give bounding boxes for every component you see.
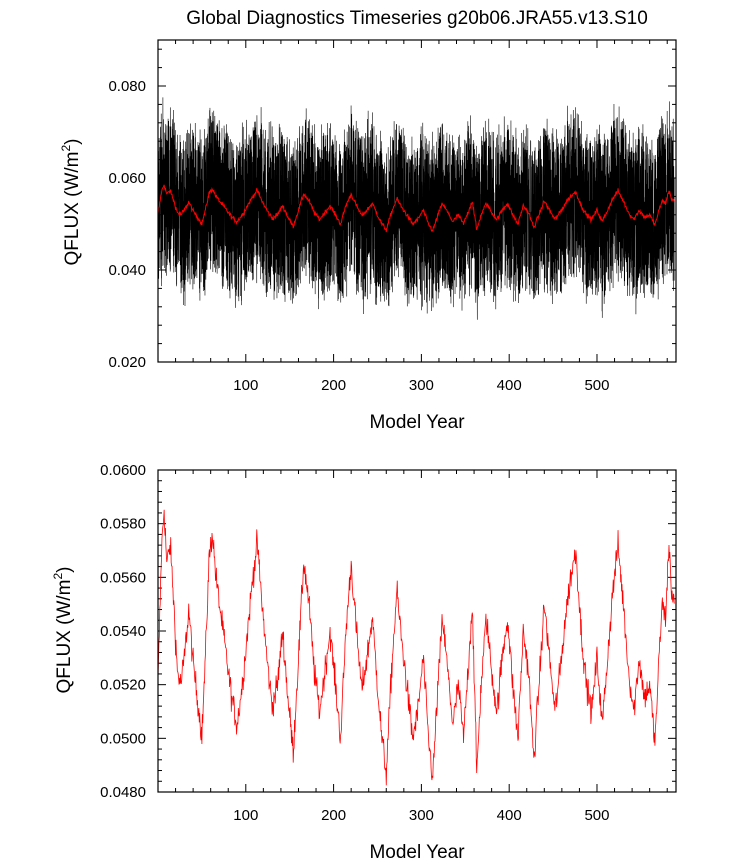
annual-mean-line xyxy=(158,184,675,233)
top-panel-y-axis-label: QFLUX (W/m2) xyxy=(59,138,83,265)
bottom-panel-ticks: 100 200 300 400 500 0.0480 0.0500 0.0520 0.0540 0… xyxy=(100,462,676,824)
top-panel-ticks: 100 200 300 400 500 0.020 0.040 0.060 0.080 xyxy=(108,40,676,394)
chart-title: Global Diagnostics Timeseries g20b06.JRA… xyxy=(186,8,648,29)
y-tick-label: 0.0520 xyxy=(100,677,146,694)
bottom-panel-y-axis-label-close: ) xyxy=(54,566,75,572)
bottom-panel-x-axis-label: Model Year xyxy=(369,842,465,863)
top-panel-frame xyxy=(157,39,677,363)
x-tick-label: 300 xyxy=(409,807,434,824)
bottom-panel-frame xyxy=(157,469,677,793)
y-tick-label: 0.020 xyxy=(108,354,146,371)
bottom-panel-y-axis-label-sup: 2 xyxy=(51,573,65,580)
y-tick-label: 0.0500 xyxy=(100,730,146,747)
top-panel-x-axis-label: Model Year xyxy=(369,412,465,433)
x-tick-label: 500 xyxy=(584,807,609,824)
top-panel: 100 200 300 400 500 0.020 0.040 0.060 0.080 Mode… xyxy=(59,39,677,433)
x-tick-label: 400 xyxy=(497,807,522,824)
x-tick-label: 200 xyxy=(321,807,346,824)
bottom-panel-plot-area xyxy=(158,509,675,786)
y-tick-label: 0.080 xyxy=(108,78,146,95)
y-tick-label: 0.0560 xyxy=(100,569,146,586)
y-tick-label: 0.0480 xyxy=(100,784,146,801)
top-panel-plot-area xyxy=(158,97,675,320)
top-panel-y-axis-label-close: ) xyxy=(62,138,83,144)
monthly-series-line xyxy=(158,97,675,320)
bottom-panel-y-axis-label-main: QFLUX (W/m xyxy=(54,580,75,694)
y-tick-label: 0.0540 xyxy=(100,623,146,640)
x-tick-label: 200 xyxy=(321,377,346,394)
x-tick-label: 100 xyxy=(233,377,258,394)
x-tick-label: 300 xyxy=(409,377,434,394)
y-tick-label: 0.0580 xyxy=(100,516,146,533)
annual-mean-line xyxy=(158,509,675,786)
bottom-panel-y-axis-label: QFLUX (W/m2) xyxy=(51,566,75,693)
y-tick-label: 0.0600 xyxy=(100,462,146,479)
x-tick-label: 400 xyxy=(497,377,522,394)
bottom-panel: 100 200 300 400 500 0.0480 0.0500 0.0520 0.0540 0… xyxy=(51,462,677,863)
top-panel-y-axis-label-sup: 2 xyxy=(59,145,73,152)
y-tick-label: 0.040 xyxy=(108,262,146,279)
top-panel-y-axis-label-main: QFLUX (W/m xyxy=(62,152,83,266)
x-tick-label: 100 xyxy=(233,807,258,824)
x-tick-label: 500 xyxy=(584,377,609,394)
y-tick-label: 0.060 xyxy=(108,170,146,187)
